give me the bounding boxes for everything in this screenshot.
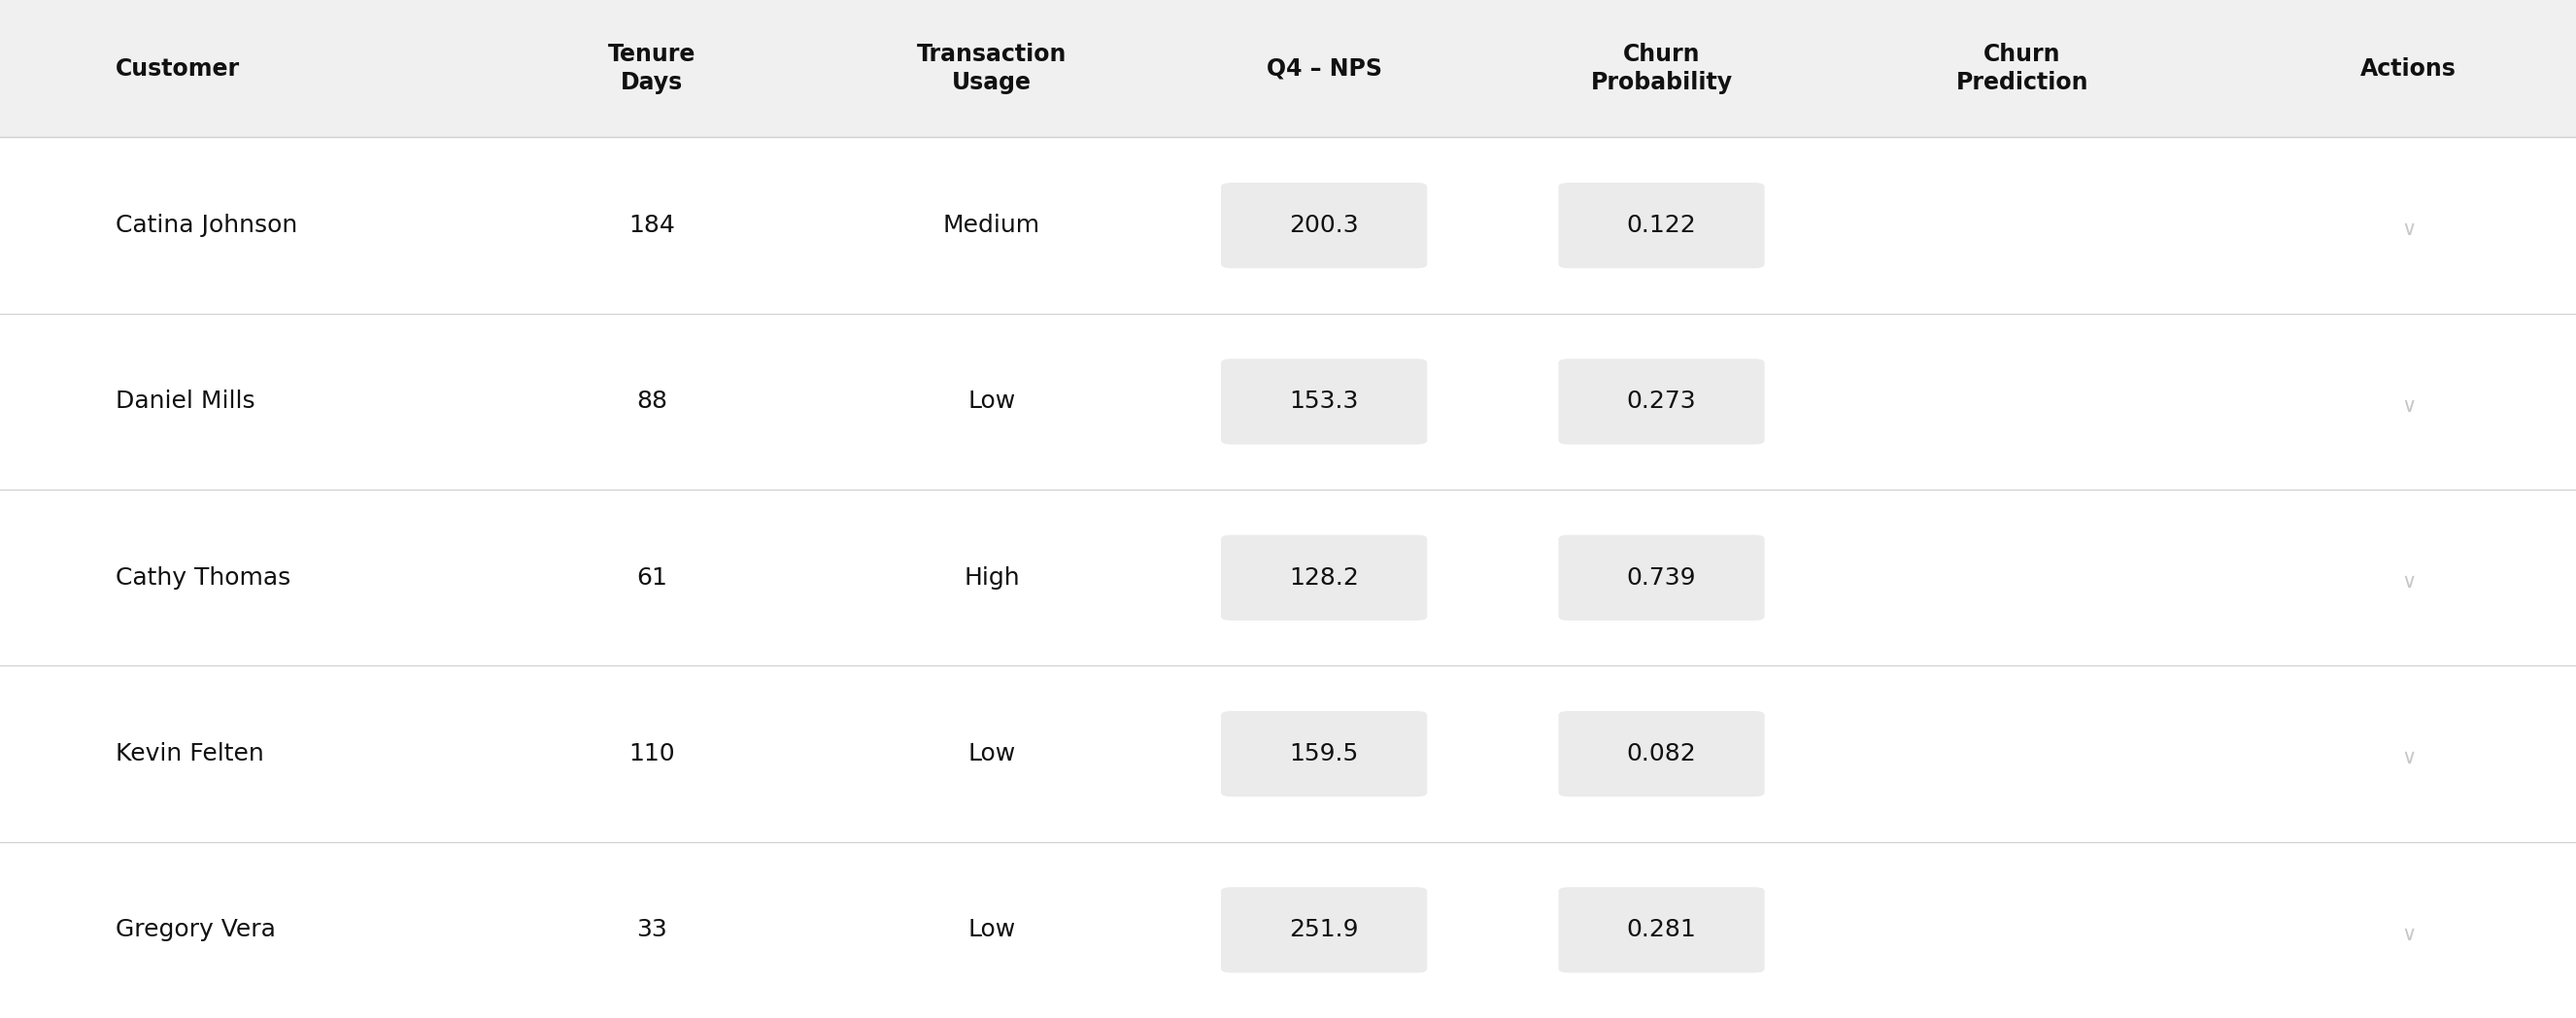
Text: Kevin Felten: Kevin Felten [116,742,265,766]
Text: 159.5: 159.5 [1291,742,1358,766]
Text: 0.082: 0.082 [1625,742,1698,766]
FancyBboxPatch shape [0,490,2576,666]
Text: 200.3: 200.3 [1288,214,1360,237]
FancyBboxPatch shape [1221,182,1427,269]
Text: ∨: ∨ [2401,924,2416,944]
FancyBboxPatch shape [1558,887,1765,973]
Text: Q4 – NPS: Q4 – NPS [1267,57,1381,80]
Text: Low: Low [969,742,1015,766]
Text: 153.3: 153.3 [1291,390,1358,413]
FancyBboxPatch shape [1221,711,1427,797]
Text: 61: 61 [636,566,667,589]
Text: Actions: Actions [2360,57,2458,80]
FancyBboxPatch shape [1221,887,1427,973]
Text: 0.739: 0.739 [1628,566,1695,589]
Text: High: High [963,566,1020,589]
Text: 0.122: 0.122 [1625,214,1698,237]
Text: No: No [2007,744,2038,764]
Text: Daniel Mills: Daniel Mills [116,390,255,413]
FancyBboxPatch shape [0,666,2576,842]
Text: No: No [2007,920,2038,940]
FancyBboxPatch shape [0,0,2576,137]
Text: 251.9: 251.9 [1291,918,1358,942]
Text: 88: 88 [636,390,667,413]
Text: Gregory Vera: Gregory Vera [116,918,276,942]
Text: 0.273: 0.273 [1625,390,1698,413]
Text: 128.2: 128.2 [1288,566,1360,589]
Text: Catina Johnson: Catina Johnson [116,214,299,237]
Text: No: No [2007,216,2038,235]
Text: 33: 33 [636,918,667,942]
Text: ∨: ∨ [2401,572,2416,591]
FancyBboxPatch shape [1558,711,1765,797]
Text: 110: 110 [629,742,675,766]
FancyBboxPatch shape [1558,182,1765,269]
Text: Cathy Thomas: Cathy Thomas [116,566,291,589]
FancyBboxPatch shape [0,314,2576,490]
Text: Customer: Customer [116,57,240,80]
FancyBboxPatch shape [0,137,2576,314]
Text: Low: Low [969,390,1015,413]
FancyBboxPatch shape [1558,358,1765,445]
Text: No: No [2007,392,2038,411]
Text: Low: Low [969,918,1015,942]
Text: Churn
Probability: Churn Probability [1589,43,1734,95]
Text: Tenure
Days: Tenure Days [608,43,696,95]
Text: Transaction
Usage: Transaction Usage [917,43,1066,95]
FancyBboxPatch shape [1558,534,1765,621]
Text: Medium: Medium [943,214,1041,237]
Text: Churn
Prediction: Churn Prediction [1955,43,2089,95]
Text: 0.281: 0.281 [1625,918,1698,942]
Text: ∨: ∨ [2401,748,2416,768]
Text: Yes: Yes [2002,568,2043,587]
Text: ∨: ∨ [2401,396,2416,415]
Text: 184: 184 [629,214,675,237]
FancyBboxPatch shape [1221,358,1427,445]
FancyBboxPatch shape [1221,534,1427,621]
FancyBboxPatch shape [0,842,2576,1018]
Text: ∨: ∨ [2401,220,2416,239]
